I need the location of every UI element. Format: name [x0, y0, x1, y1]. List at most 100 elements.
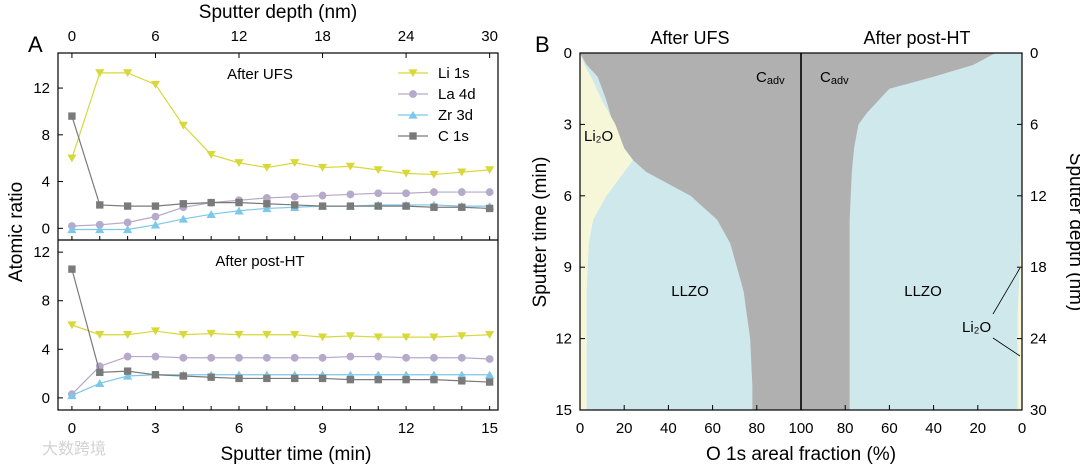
data-point-la-4d [290, 192, 299, 201]
x-tick-label: 60 [881, 420, 898, 437]
top-tick-label: 6 [151, 28, 159, 45]
data-point-la-4d [123, 218, 132, 227]
data-point-c-1s [207, 198, 215, 207]
data-point-la-4d [457, 188, 466, 196]
data-point-li-1s [95, 69, 105, 78]
y-tick-label: 8 [42, 127, 50, 144]
panel-b-label: B [535, 32, 550, 57]
data-point-la-4d [374, 189, 383, 198]
data-point-la-4d [346, 190, 355, 199]
data-point-zr-3d [123, 371, 133, 380]
y-right-tick-label: 12 [1030, 188, 1047, 205]
data-point-zr-3d [234, 206, 244, 215]
y-right-tick-label: 0 [1030, 45, 1038, 62]
legend-entry: Li 1s [438, 65, 470, 82]
y-right-tick-label: 6 [1030, 116, 1038, 133]
data-point-c-1s [374, 375, 382, 384]
data-point-c-1s [346, 375, 355, 384]
data-point-li-1s [150, 80, 161, 89]
data-point-zr-3d [67, 391, 77, 400]
legend-marker [409, 132, 417, 140]
data-point-c-1s [263, 200, 271, 208]
data-point-li-1s [67, 154, 77, 163]
panel-b-y-left-label: Sputter time (min) [530, 157, 551, 308]
data-point-li-1s [485, 331, 495, 339]
bottom-tick-label: 12 [398, 420, 415, 437]
y-tick-label: 12 [33, 244, 50, 261]
panel-a-top-axis-label: Sputter depth (nm) [199, 2, 357, 23]
y-left-tick-label: 0 [564, 45, 572, 62]
legend-marker [408, 110, 418, 119]
series-line-zr-3d [71, 204, 490, 231]
bottom-tick-label: 0 [68, 420, 76, 437]
data-point-la-4d [262, 353, 271, 362]
y-right-tick-label: 24 [1030, 331, 1047, 348]
panel-a-subplot-title: After UFS [227, 66, 293, 83]
data-point-la-4d [485, 188, 494, 196]
legend-entry: La 4d [438, 86, 476, 103]
data-point-zr-3d [95, 225, 105, 234]
li2o-right-label: Li₂O [962, 319, 991, 336]
series-line-li-1s [71, 72, 490, 176]
data-point-c-1s [318, 202, 327, 210]
data-point-li-1s [123, 69, 133, 78]
data-point-la-4d [151, 352, 160, 361]
data-point-c-1s [458, 377, 466, 385]
data-point-la-4d [402, 353, 411, 362]
y-right-tick-label: 30 [1030, 402, 1047, 419]
data-point-la-4d [346, 352, 355, 361]
data-point-c-1s [68, 265, 76, 273]
li2o-right-leader-lower [992, 337, 1021, 357]
li2o-region-left [580, 53, 634, 410]
data-point-c-1s [346, 202, 355, 210]
panel-a-upper-plot: 0 4 8 12 After UFS [33, 66, 495, 240]
data-point-c-1s [291, 201, 299, 209]
data-point-zr-3d [95, 379, 105, 387]
series-line-c-1s [71, 268, 490, 383]
data-point-la-4d [374, 352, 383, 361]
y-left-tick-label: 6 [564, 188, 572, 205]
data-point-li-1s [429, 170, 439, 179]
data-point-c-1s [123, 202, 132, 210]
panel-a-label: A [28, 32, 43, 57]
data-point-la-4d [235, 353, 243, 362]
top-tick-label: 30 [481, 28, 498, 45]
series-line-c-1s [71, 115, 490, 210]
data-point-la-4d [485, 355, 494, 363]
data-point-li-1s [345, 162, 356, 171]
data-point-c-1s [402, 202, 410, 210]
legend-entry: C 1s [438, 128, 469, 145]
data-point-c-1s [96, 201, 104, 209]
data-point-li-1s [206, 151, 216, 159]
bottom-tick-label: 15 [481, 420, 498, 437]
data-point-zr-3d [206, 210, 216, 218]
series-line-la-4d [71, 355, 490, 395]
data-point-la-4d [95, 220, 104, 229]
y-tick-label: 4 [42, 341, 50, 358]
data-point-li-1s [262, 331, 272, 339]
data-point-la-4d [430, 353, 438, 362]
data-point-li-1s [457, 168, 467, 177]
data-point-c-1s [207, 373, 215, 381]
top-tick-label: 12 [231, 28, 248, 45]
data-point-li-1s [262, 163, 272, 172]
panel-b-right-title: After post-HT [863, 28, 970, 48]
series-line-zr-3d [71, 374, 490, 396]
data-point-c-1s [179, 200, 187, 208]
series-line-li-1s [71, 324, 490, 338]
cadv-right-sub: adv [831, 75, 849, 87]
data-point-c-1s [151, 371, 160, 379]
panel-b-left-ticks: 0 3 6 9 12 15 [555, 45, 585, 419]
panel-a-lower-plot: 0 4 8 12 After post-HT [33, 244, 495, 410]
cadv-left-sub: adv [767, 75, 785, 87]
y-left-tick-label: 15 [555, 402, 572, 419]
cadv-left-main: C [756, 69, 767, 86]
data-point-c-1s [235, 198, 243, 207]
data-point-li-1s [206, 329, 216, 338]
y-tick-label: 0 [42, 220, 50, 237]
data-point-la-4d [179, 353, 188, 362]
x-tick-label: 80 [748, 420, 765, 437]
data-point-la-4d [290, 353, 299, 362]
x-tick-label: 40 [660, 420, 677, 437]
data-point-li-1s [95, 331, 105, 339]
